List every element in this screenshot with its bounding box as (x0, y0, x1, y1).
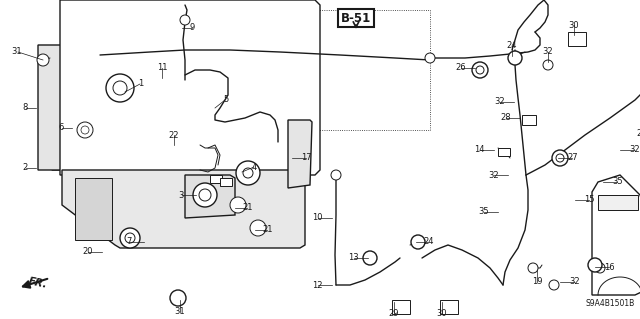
Polygon shape (105, 168, 130, 178)
Text: B-51: B-51 (341, 11, 371, 25)
Text: 28: 28 (500, 114, 511, 122)
Circle shape (170, 290, 186, 306)
Text: 30: 30 (436, 309, 447, 318)
Circle shape (250, 220, 266, 236)
Circle shape (77, 122, 93, 138)
Text: 20: 20 (82, 248, 93, 256)
Text: 3: 3 (179, 190, 184, 199)
Bar (220, 178, 232, 186)
Bar (392, 300, 410, 314)
Circle shape (476, 66, 484, 74)
Polygon shape (592, 175, 640, 295)
Circle shape (193, 183, 217, 207)
Circle shape (125, 233, 135, 243)
Text: 24: 24 (507, 41, 517, 50)
Circle shape (595, 263, 605, 273)
Text: 17: 17 (301, 153, 312, 162)
Polygon shape (598, 195, 638, 210)
Text: 35: 35 (612, 177, 623, 187)
Text: 19: 19 (532, 278, 542, 286)
Circle shape (543, 60, 553, 70)
Text: 2: 2 (23, 164, 28, 173)
Text: 16: 16 (604, 263, 615, 271)
Text: 25: 25 (636, 129, 640, 137)
Text: 29: 29 (388, 309, 399, 318)
Circle shape (331, 170, 341, 180)
Circle shape (106, 74, 134, 102)
Text: 31: 31 (12, 48, 22, 56)
Bar (568, 32, 586, 46)
Text: 5: 5 (223, 95, 228, 105)
Text: 32: 32 (543, 48, 554, 56)
Text: 11: 11 (157, 63, 167, 72)
Polygon shape (60, 0, 320, 175)
Circle shape (549, 280, 559, 290)
Circle shape (180, 15, 190, 25)
Polygon shape (42, 88, 80, 134)
Text: 15: 15 (584, 196, 595, 204)
Circle shape (243, 168, 253, 178)
Circle shape (552, 150, 568, 166)
Text: 32: 32 (570, 278, 580, 286)
Text: 32: 32 (629, 145, 640, 154)
Text: 12: 12 (312, 280, 323, 290)
Circle shape (120, 228, 140, 248)
Text: 24: 24 (423, 238, 434, 247)
Text: 32: 32 (488, 170, 499, 180)
Bar (498, 148, 510, 156)
Text: 31: 31 (175, 308, 186, 316)
Text: 4: 4 (252, 162, 257, 172)
Text: 8: 8 (23, 103, 28, 113)
Polygon shape (38, 45, 178, 170)
Circle shape (81, 126, 89, 134)
Circle shape (37, 54, 49, 66)
Circle shape (236, 161, 260, 185)
Circle shape (113, 81, 127, 95)
Text: 14: 14 (474, 145, 484, 154)
Text: 9: 9 (190, 24, 195, 33)
Circle shape (411, 235, 425, 249)
Circle shape (425, 53, 435, 63)
Circle shape (528, 263, 538, 273)
Text: 6: 6 (59, 123, 64, 132)
Polygon shape (288, 120, 312, 188)
Bar (522, 115, 536, 125)
Text: 13: 13 (348, 254, 358, 263)
Text: 35: 35 (478, 207, 488, 217)
Circle shape (508, 51, 522, 65)
Circle shape (230, 197, 246, 213)
Polygon shape (62, 170, 305, 248)
Circle shape (556, 154, 564, 162)
Bar (210, 175, 222, 183)
Circle shape (472, 62, 488, 78)
Polygon shape (95, 72, 155, 112)
Text: 21: 21 (262, 226, 273, 234)
Text: 32: 32 (494, 98, 504, 107)
Bar (440, 300, 458, 314)
Polygon shape (75, 178, 112, 240)
Circle shape (363, 251, 377, 265)
Text: 10: 10 (312, 213, 323, 222)
Text: 1: 1 (138, 79, 143, 88)
Polygon shape (185, 175, 235, 218)
Text: 7: 7 (127, 238, 132, 247)
Text: 21: 21 (243, 204, 253, 212)
Circle shape (199, 189, 211, 201)
Circle shape (588, 258, 602, 272)
Text: S9A4B1501B: S9A4B1501B (586, 299, 635, 308)
Polygon shape (52, 55, 175, 170)
Text: FR.: FR. (28, 276, 49, 290)
Text: 22: 22 (169, 130, 179, 139)
Text: 26: 26 (455, 63, 466, 72)
Text: 27: 27 (568, 153, 578, 162)
Text: 30: 30 (569, 20, 579, 29)
